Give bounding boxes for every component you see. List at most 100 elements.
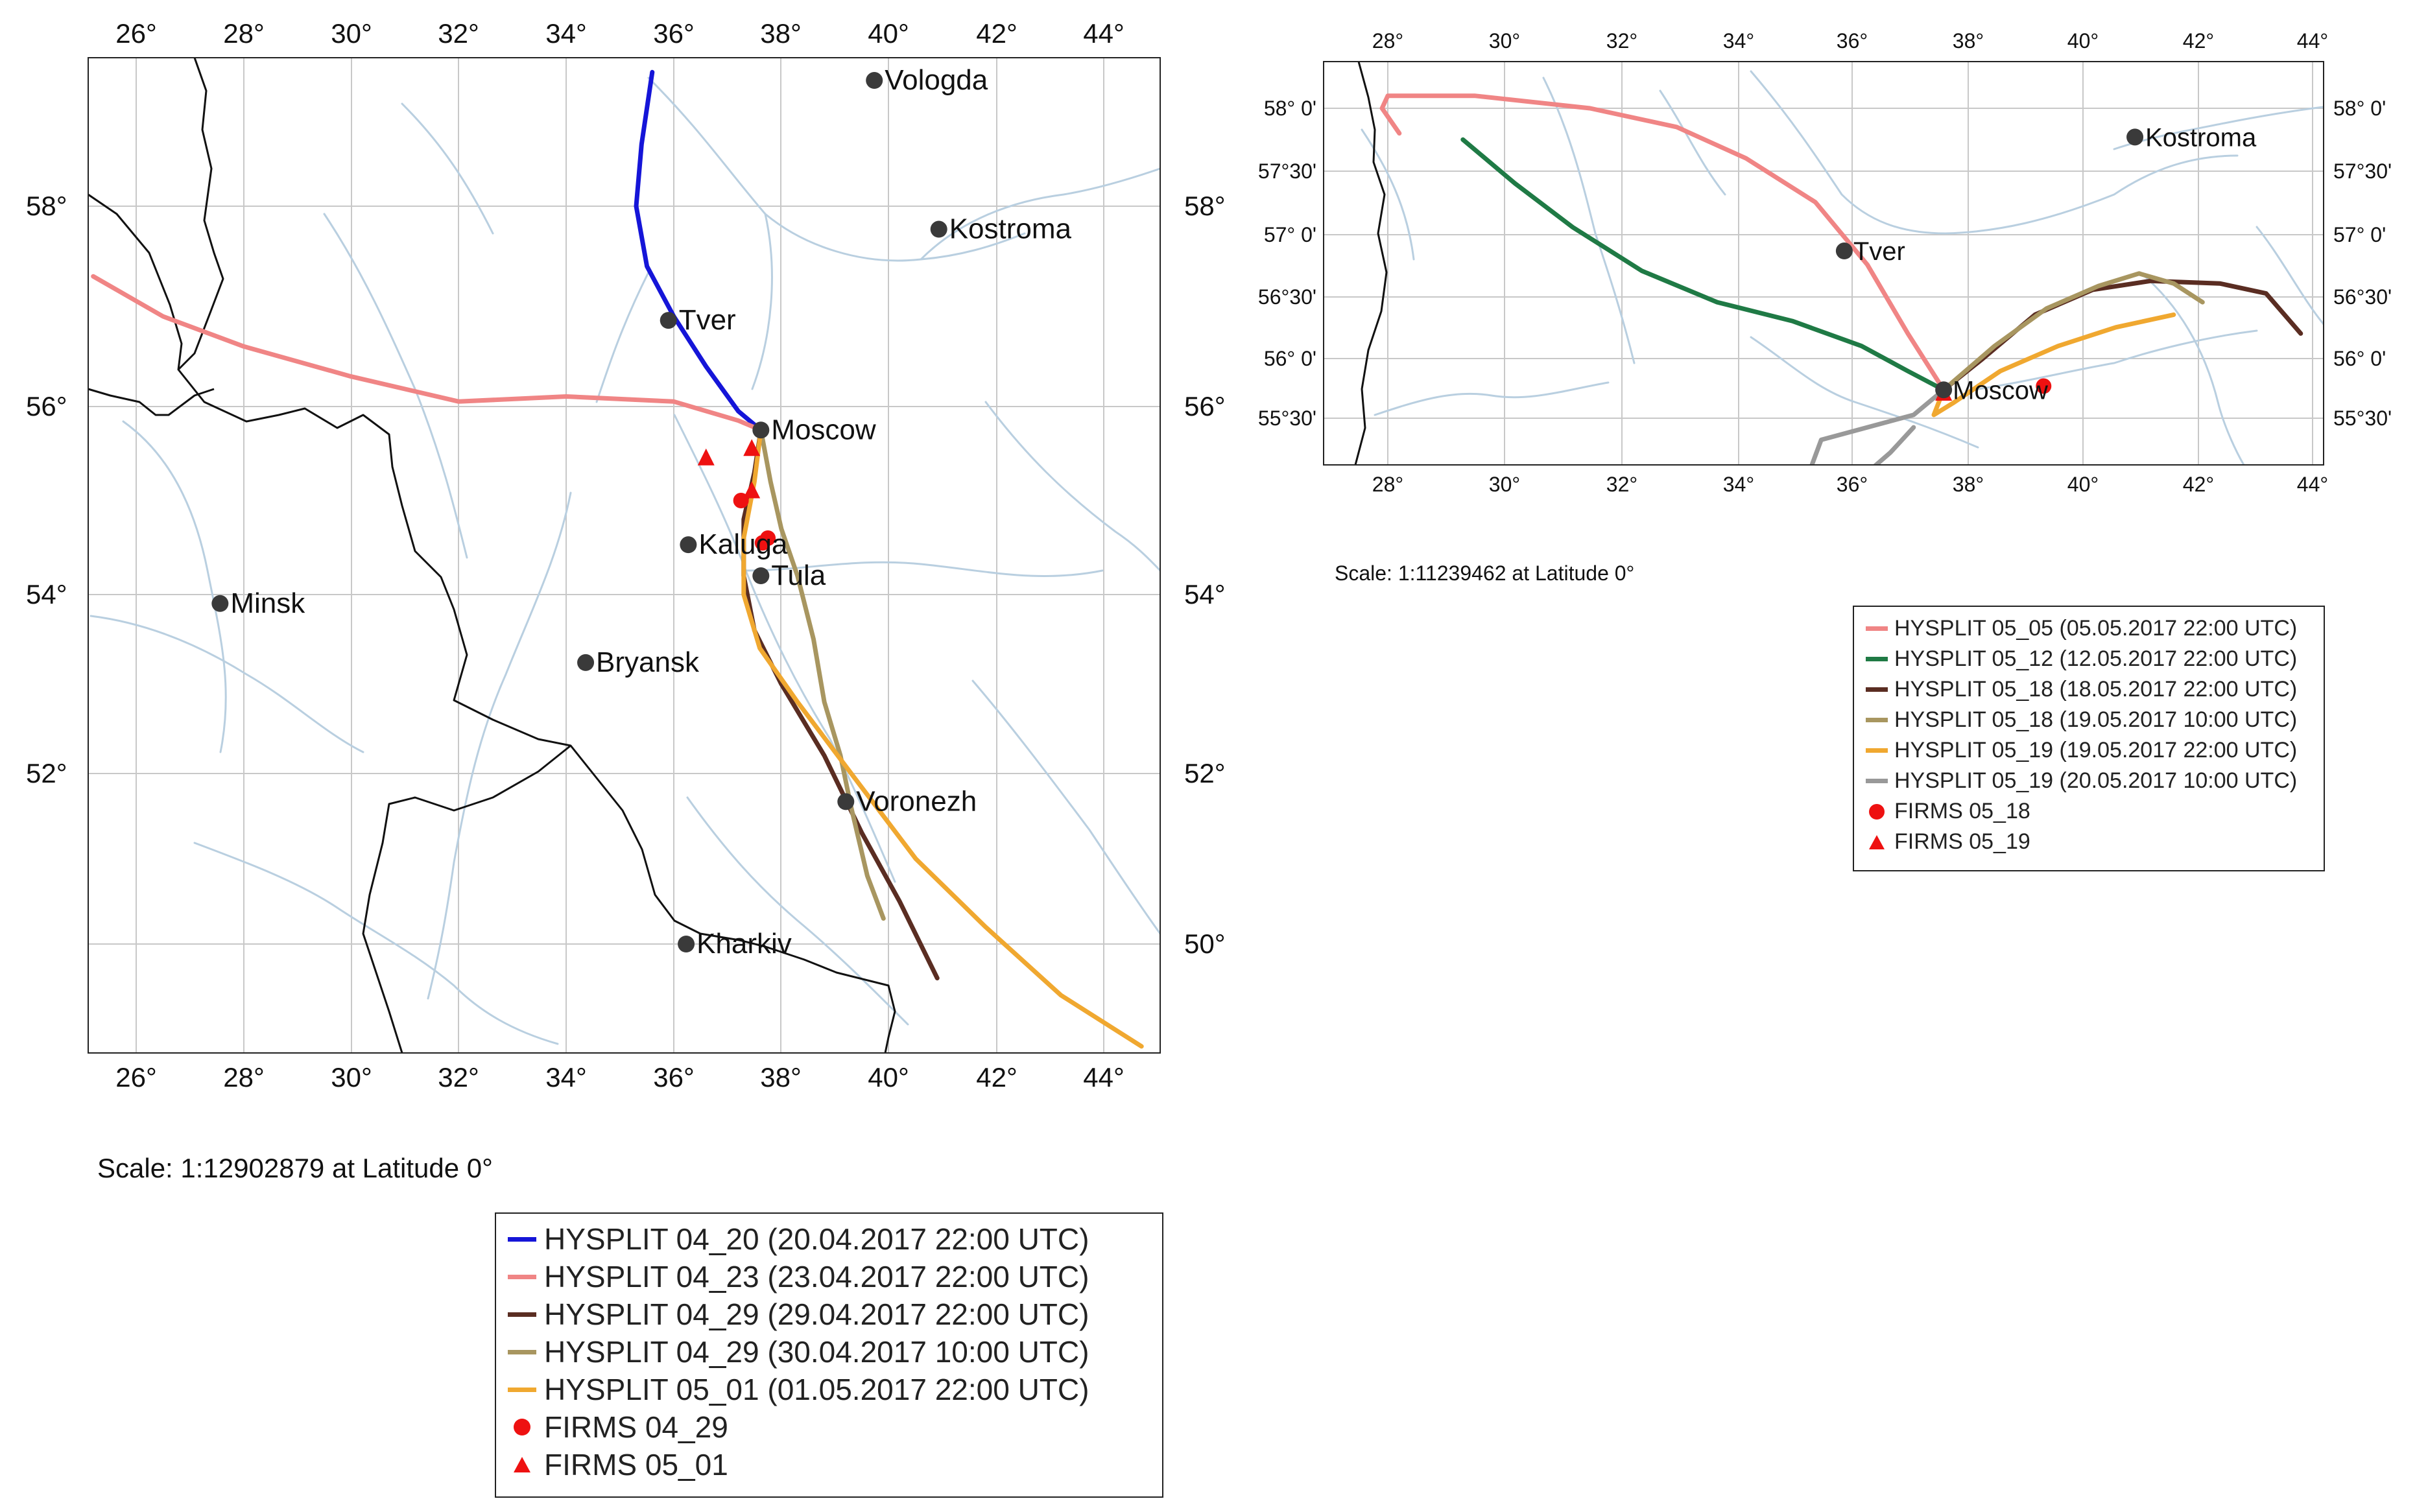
- lat-tick-left: 58°: [26, 191, 67, 221]
- lon-tick-top: 34°: [545, 18, 587, 49]
- city-label-moscow: Moscow: [771, 414, 876, 445]
- lon-tick-bottom: 28°: [1372, 473, 1403, 496]
- trajectory-hysplit-05-05-05-05-2017-22-00-utc: [1379, 93, 1946, 392]
- lon-tick-top: 44°: [1083, 18, 1125, 49]
- legend-label: HYSPLIT 05_18 (18.05.2017 22:00 UTC): [1894, 677, 2298, 702]
- legend-line-swatch: [1866, 626, 1888, 631]
- legend-label: HYSPLIT 05_05 (05.05.2017 22:00 UTC): [1894, 616, 2298, 641]
- trajectory-hysplit-05-12-12-05-2017-22-00-utc: [1460, 137, 1946, 392]
- legend-item: HYSPLIT 04_29 (30.04.2017 10:00 UTC): [508, 1333, 1150, 1371]
- city-dot-kostroma: [2126, 128, 2144, 146]
- lon-tick-bottom: 44°: [1083, 1062, 1125, 1093]
- trajectory-hysplit-05-19-20-05-2017-10-00-utc: [1809, 387, 1946, 465]
- lon-tick-top: 42°: [976, 18, 1018, 49]
- map-2-scale: Scale: 1:11239462 at Latitude 0°: [1335, 561, 1635, 585]
- lon-tick-top: 44°: [2297, 29, 2328, 53]
- lon-tick-bottom: 36°: [653, 1062, 695, 1093]
- map-1-rivers: [89, 77, 1160, 1045]
- legend-triangle-marker: [1869, 834, 1885, 849]
- city-dot-tver: [1835, 242, 1853, 260]
- legend-label: HYSPLIT 04_29 (30.04.2017 10:00 UTC): [544, 1335, 1089, 1369]
- map-2-borders: [1354, 62, 1388, 465]
- lon-tick-bottom: 40°: [2067, 473, 2099, 496]
- lon-tick-bottom: 34°: [1723, 473, 1754, 496]
- lat-tick-right: 56°: [1184, 391, 1226, 421]
- lat-tick-right: 50°: [1184, 928, 1226, 959]
- lat-tick-left: 52°: [26, 758, 67, 788]
- legend-symbol: [1866, 657, 1888, 661]
- legend-symbol: [1866, 748, 1888, 753]
- lon-tick-bottom: 30°: [1489, 473, 1520, 496]
- map-1-graticule: [88, 58, 1160, 1053]
- trajectory-hysplit-04-29-30-04-2017-10-00-utc: [758, 427, 886, 921]
- city-dot-bryansk: [577, 654, 595, 671]
- city-dot-tula: [752, 567, 770, 584]
- legend-item: HYSPLIT 05_01 (01.05.2017 22:00 UTC): [508, 1371, 1150, 1408]
- legend-symbol: [1866, 687, 1888, 692]
- map-2-tick-labels: 28° 28° 30° 30° 32° 32° 34° 34° 36° 36° 38° 38° 40° 4…: [1258, 29, 2392, 496]
- city-label-kostroma: Kostroma: [2145, 123, 2257, 152]
- legend-symbol: [1866, 718, 1888, 722]
- city-dot-voronezh: [837, 793, 855, 810]
- legend-label: HYSPLIT 05_01 (01.05.2017 22:00 UTC): [544, 1373, 1089, 1406]
- fire-triangle-05-01: [743, 439, 761, 456]
- legend-item: HYSPLIT 05_12 (12.05.2017 22:00 UTC): [1866, 644, 2312, 674]
- legend-item: HYSPLIT 04_23 (23.04.2017 22:00 UTC): [508, 1258, 1150, 1295]
- legend-symbol: [508, 1312, 536, 1317]
- lat-tick-left: 57° 0': [1264, 223, 1316, 246]
- lat-tick-right: 58°: [1184, 191, 1226, 221]
- legend-line-swatch: [1866, 748, 1888, 753]
- legend-line-swatch: [508, 1274, 536, 1279]
- legend-item: HYSPLIT 05_18 (18.05.2017 22:00 UTC): [1866, 674, 2312, 705]
- lat-tick-right: 56°30': [2333, 285, 2392, 309]
- legend-symbol: [508, 1349, 536, 1354]
- city-label-tula: Tula: [771, 560, 826, 591]
- map-1-legend: HYSPLIT 04_20 (20.04.2017 22:00 UTC) HYSP…: [495, 1212, 1163, 1498]
- trajectory-hysplit-05-19-19-05-2017-22-00-utc: [1931, 312, 2176, 418]
- lon-tick-top: 38°: [1953, 29, 1984, 53]
- legend-line-swatch: [508, 1312, 536, 1317]
- lon-tick-top: 28°: [223, 18, 265, 49]
- lat-tick-right: 52°: [1184, 758, 1226, 788]
- legend-label: FIRMS 05_19: [1894, 829, 2030, 854]
- legend-label: FIRMS 05_18: [1894, 799, 2030, 823]
- legend-item: HYSPLIT 05_05 (05.05.2017 22:00 UTC): [1866, 613, 2312, 644]
- map-2-legend: HYSPLIT 05_05 (05.05.2017 22:00 UTC) HYSP…: [1853, 606, 2325, 871]
- map-1-frame: [88, 57, 1161, 1054]
- city-label-tver: Tver: [1853, 237, 1905, 266]
- legend-item: FIRMS 05_19: [1866, 827, 2312, 857]
- city-label-kostroma: Kostroma: [949, 213, 1072, 245]
- lat-tick-left: 58° 0': [1264, 97, 1316, 120]
- city-dot-kaluga: [680, 536, 697, 554]
- lat-tick-right: 54°: [1184, 579, 1226, 609]
- fire-triangle-05-01: [697, 448, 715, 466]
- city-dot-kostroma: [930, 220, 947, 238]
- lon-tick-bottom: 30°: [331, 1062, 372, 1093]
- lon-tick-bottom: 42°: [976, 1062, 1018, 1093]
- lon-tick-top: 36°: [1837, 29, 1868, 53]
- lon-tick-top: 40°: [2067, 29, 2099, 53]
- lon-tick-bottom: 38°: [1953, 473, 1984, 496]
- map-2-cities: Kostroma Tver Moscow: [1835, 123, 2257, 405]
- legend-line-swatch: [508, 1387, 536, 1392]
- city-dot-kharkiv: [678, 936, 695, 952]
- lat-tick-right: 57°30': [2333, 159, 2392, 183]
- legend-symbol: [508, 1387, 536, 1392]
- lon-tick-top: 40°: [868, 18, 909, 49]
- city-dot-tver: [660, 312, 677, 329]
- legend-line-swatch: [1866, 779, 1888, 783]
- legend-symbol: [1866, 803, 1888, 820]
- legend-label: HYSPLIT 05_18 (19.05.2017 10:00 UTC): [1894, 707, 2298, 732]
- fire-dot-04-29: [754, 535, 770, 551]
- map-2-rivers: [1361, 70, 2324, 465]
- city-label-kaluga: Kaluga: [698, 528, 788, 560]
- map-1-tick-labels: 26° 26° 28° 28° 30° 30° 32° 32° 34° 34° 36° 36° 38° 3…: [26, 18, 1226, 1093]
- legend-line-swatch: [508, 1236, 536, 1242]
- city-label-kharkiv: Kharkiv: [696, 928, 792, 960]
- lon-tick-top: 26°: [115, 18, 157, 49]
- legend-symbol: [1866, 779, 1888, 783]
- legend-symbol: [508, 1457, 536, 1472]
- legend-label: HYSPLIT 05_19 (19.05.2017 22:00 UTC): [1894, 738, 2298, 762]
- lat-tick-left: 56°: [26, 391, 67, 421]
